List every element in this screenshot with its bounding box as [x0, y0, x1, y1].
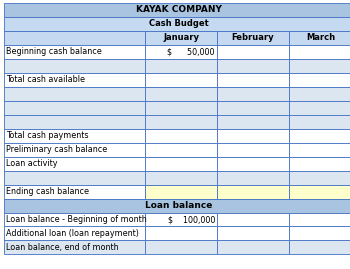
Bar: [289, 226, 350, 240]
Bar: [4, 31, 145, 45]
Bar: [145, 129, 217, 143]
Bar: [145, 143, 217, 157]
Bar: [217, 157, 289, 171]
Bar: [145, 115, 217, 129]
Bar: [4, 157, 145, 171]
Bar: [145, 101, 217, 115]
Text: Loan balance: Loan balance: [145, 201, 212, 210]
Bar: [4, 115, 145, 129]
Text: Beginning cash balance: Beginning cash balance: [6, 47, 101, 56]
Bar: [217, 31, 289, 45]
Bar: [145, 226, 217, 240]
Bar: [4, 73, 145, 87]
Bar: [217, 59, 289, 73]
Bar: [217, 115, 289, 129]
Bar: [289, 101, 350, 115]
Bar: [145, 45, 217, 59]
Text: Preliminary cash balance: Preliminary cash balance: [6, 145, 107, 154]
Text: $      50,000: $ 50,000: [167, 47, 215, 56]
Bar: [289, 143, 350, 157]
Bar: [217, 226, 289, 240]
Bar: [4, 101, 145, 115]
Text: $    100,000: $ 100,000: [168, 215, 215, 224]
Text: Loan balance - Beginning of month: Loan balance - Beginning of month: [6, 215, 146, 224]
Bar: [145, 87, 217, 101]
Bar: [4, 213, 145, 226]
Text: March: March: [307, 33, 336, 42]
Bar: [4, 17, 350, 31]
Bar: [145, 73, 217, 87]
Text: Loan balance, end of month: Loan balance, end of month: [6, 243, 118, 252]
Bar: [4, 87, 145, 101]
Bar: [217, 129, 289, 143]
Bar: [217, 213, 289, 226]
Bar: [145, 59, 217, 73]
Bar: [4, 59, 145, 73]
Text: Total cash available: Total cash available: [6, 75, 85, 84]
Text: Loan activity: Loan activity: [6, 159, 57, 168]
Bar: [289, 129, 350, 143]
Bar: [145, 213, 217, 226]
Bar: [289, 31, 350, 45]
Bar: [289, 87, 350, 101]
Bar: [289, 157, 350, 171]
Text: KAYAK COMPANY: KAYAK COMPANY: [135, 5, 222, 14]
Bar: [145, 157, 217, 171]
Text: Ending cash balance: Ending cash balance: [6, 187, 89, 196]
Bar: [217, 143, 289, 157]
Bar: [289, 240, 350, 254]
Bar: [4, 171, 145, 185]
Bar: [145, 31, 217, 45]
Bar: [4, 129, 145, 143]
Bar: [145, 185, 217, 199]
Bar: [217, 171, 289, 185]
Bar: [4, 45, 145, 59]
Bar: [4, 185, 145, 199]
Bar: [4, 199, 350, 213]
Bar: [289, 115, 350, 129]
Bar: [289, 213, 350, 226]
Bar: [217, 240, 289, 254]
Bar: [4, 143, 145, 157]
Text: Total cash payments: Total cash payments: [6, 131, 88, 140]
Bar: [217, 45, 289, 59]
Text: Cash Budget: Cash Budget: [149, 19, 208, 28]
Bar: [4, 226, 145, 240]
Bar: [145, 171, 217, 185]
Bar: [217, 87, 289, 101]
Bar: [145, 240, 217, 254]
Bar: [217, 73, 289, 87]
Bar: [4, 3, 350, 17]
Bar: [289, 59, 350, 73]
Bar: [217, 185, 289, 199]
Text: February: February: [232, 33, 274, 42]
Bar: [217, 101, 289, 115]
Bar: [4, 240, 145, 254]
Bar: [289, 73, 350, 87]
Bar: [289, 185, 350, 199]
Bar: [289, 45, 350, 59]
Text: January: January: [163, 33, 199, 42]
Bar: [289, 171, 350, 185]
Text: Additional loan (loan repayment): Additional loan (loan repayment): [6, 229, 139, 238]
